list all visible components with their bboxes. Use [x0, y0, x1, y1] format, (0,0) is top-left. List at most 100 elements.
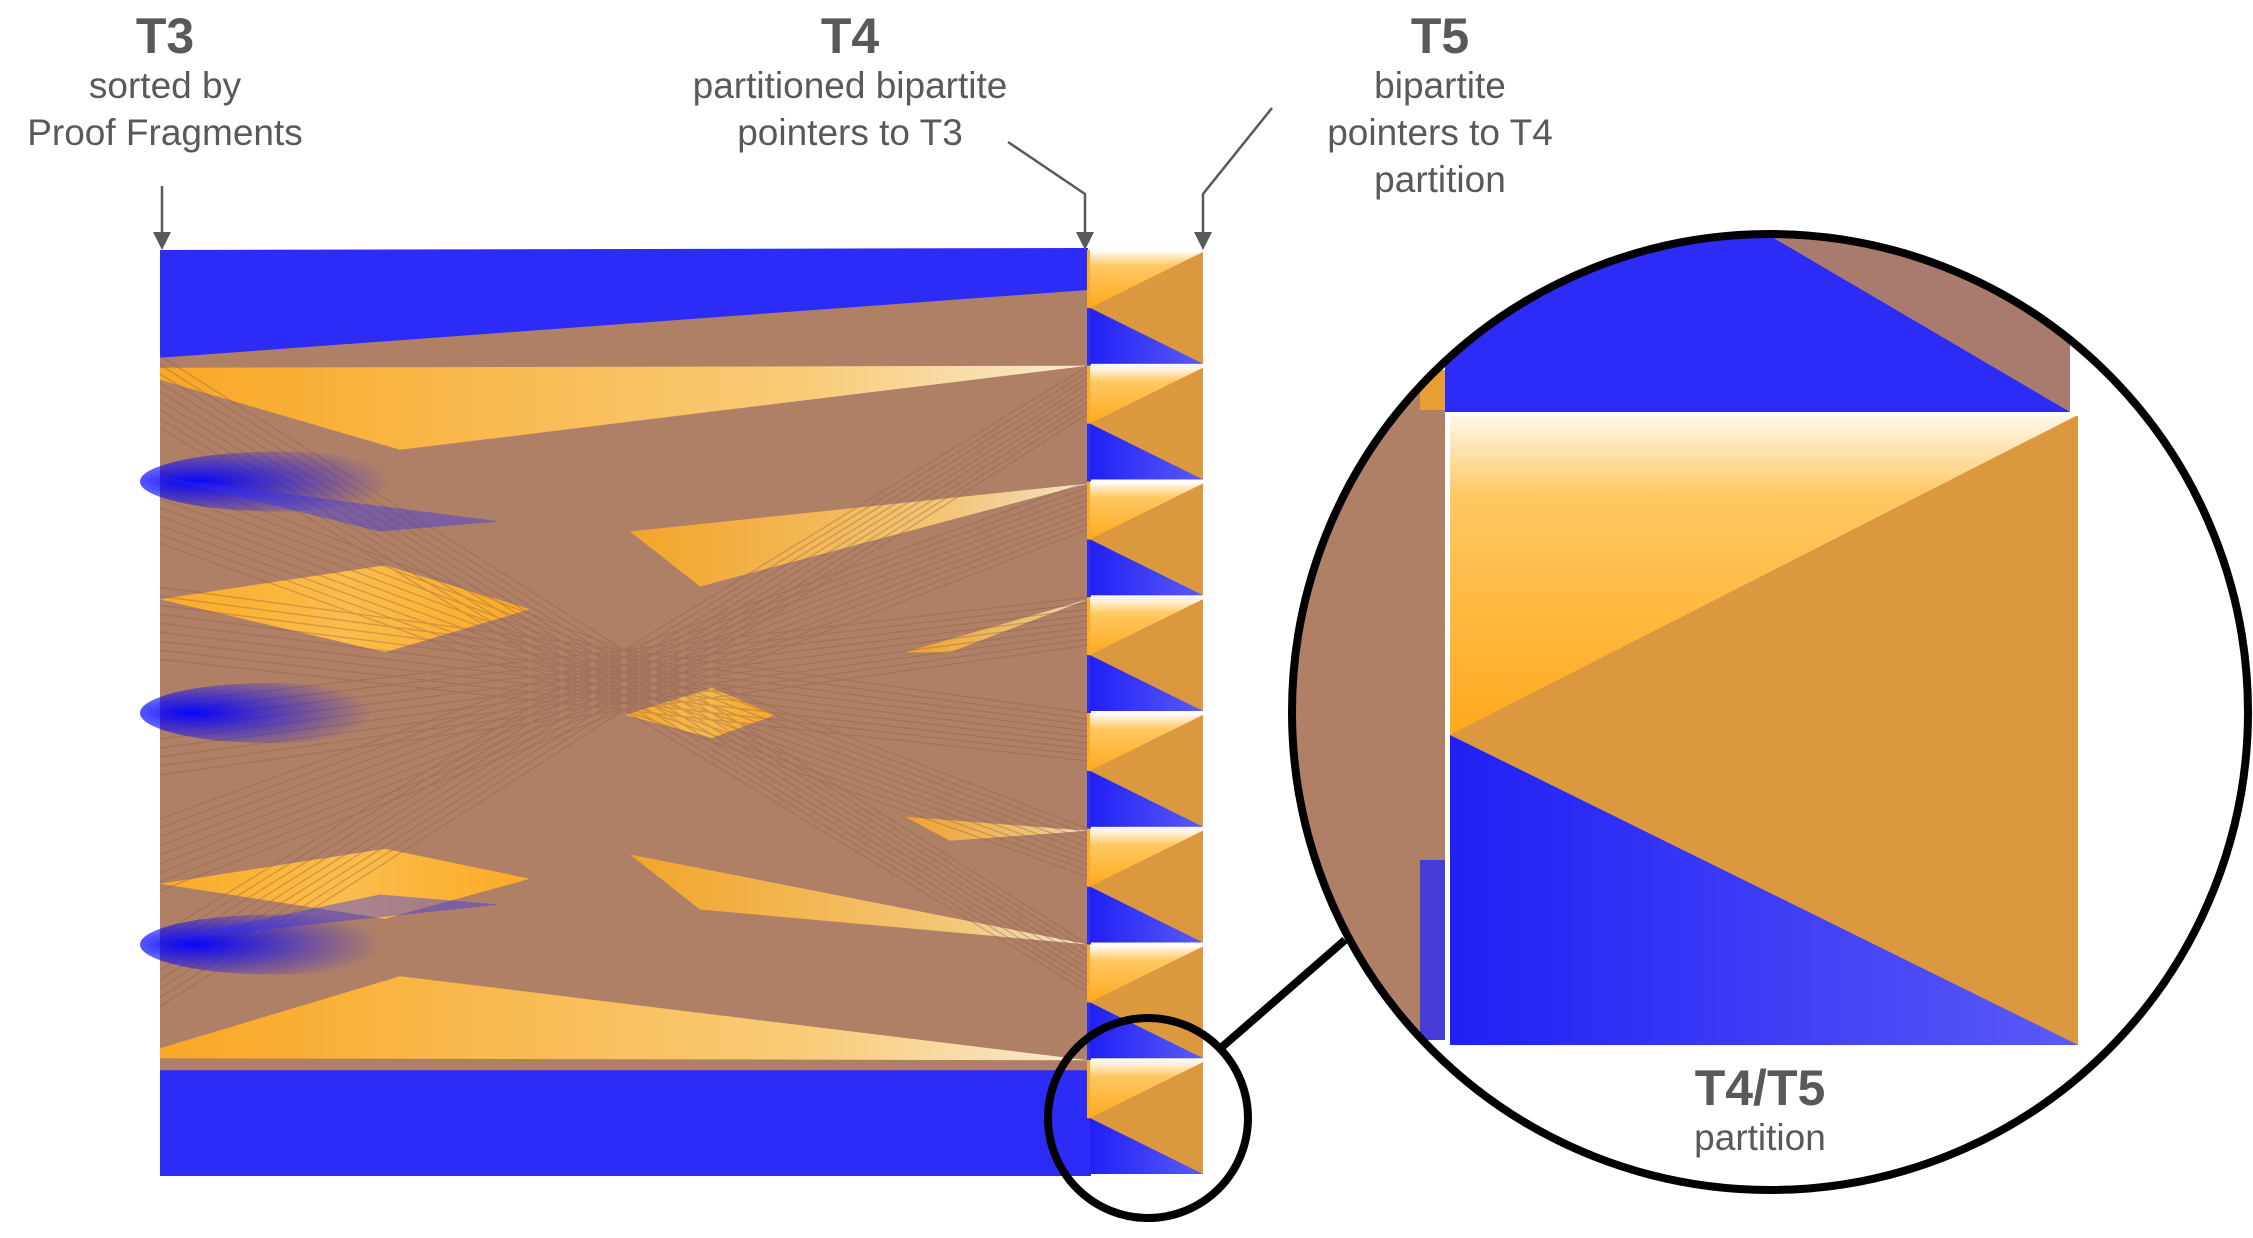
bottom-blue-band: [160, 1070, 1088, 1176]
t5-arrowhead: [1194, 232, 1212, 250]
t5-label: T5 bipartite pointers to T4 partition: [1280, 10, 1600, 203]
pointer-strand: [159, 644, 1089, 776]
t5-subtitle-line-1: bipartite: [1374, 65, 1506, 106]
t5-orange-cross: [1090, 252, 1203, 364]
pointer-strand: [159, 498, 1089, 847]
pointer-strand: [159, 640, 1089, 750]
zoom-subtitle: partition: [1694, 1117, 1826, 1158]
blue-fan-6: [160, 894, 500, 941]
t5-blue-fan: [1090, 423, 1203, 480]
t4-strip-top: [1087, 944, 1091, 1003]
t5-blue-fan: [1090, 1118, 1203, 1174]
t5-subtitle-line-3: partition: [1374, 159, 1506, 200]
orange-wedge-1: [160, 365, 1088, 450]
callout-connector: [1219, 936, 1348, 1051]
t5-orange-cross: [1090, 715, 1203, 827]
orange-diamond-2: [160, 848, 530, 919]
orange-wedge-3: [905, 599, 1088, 653]
top-blue-band: [160, 248, 1088, 358]
pointer-strand: [159, 377, 1089, 954]
t5-title: T5: [1410, 8, 1470, 64]
t5-blue-fan: [1090, 655, 1203, 711]
blue-convergence-3: [140, 914, 410, 975]
t4-label: T4 partitioned bipartite pointers to T3: [640, 10, 1060, 156]
t5-subtitle-line-2: pointers to T4: [1327, 112, 1553, 153]
pointer-strand: [159, 492, 1089, 838]
zoom-title: T4/T5: [1694, 1060, 1826, 1116]
t4-t5-partition-3: [1087, 481, 1203, 598]
t4-strip-bottom: [1087, 886, 1091, 945]
pointer-strand: [159, 395, 1089, 981]
pointer-strand: [159, 595, 1089, 720]
t5-orange-cross: [1090, 1062, 1203, 1174]
orange-wedge-7: [160, 976, 1088, 1061]
t5-blue-fan: [1090, 539, 1203, 596]
blue-convergence-2: [140, 683, 400, 743]
zoom-circle: [1288, 230, 2252, 1194]
t4-strip-top: [1087, 713, 1091, 771]
pointer-strand: [159, 427, 1089, 994]
t3-label: T3 sorted by Proof Fragments: [0, 10, 330, 156]
t4-subtitle-line-2: pointers to T3: [737, 112, 963, 153]
pointer-arrows: [153, 107, 1273, 250]
pointer-strand: [159, 488, 1089, 842]
t4-strip-bottom: [1087, 1118, 1091, 1176]
pointer-strand: [159, 515, 1089, 860]
zoom-orange-cross: [1450, 415, 2078, 1045]
t4-strip-bottom: [1087, 423, 1091, 482]
t4-t5-partition-1: [1087, 250, 1203, 366]
pointer-strand: [159, 401, 1089, 990]
pointer-strand: [159, 638, 1089, 767]
t4-strip-bottom: [1087, 1002, 1091, 1061]
pointer-strand: [159, 522, 1089, 883]
pointer-strand: [159, 528, 1089, 892]
pointer-strand: [159, 407, 1089, 999]
pointer-strand: [159, 504, 1089, 856]
pointer-strand: [159, 604, 1089, 726]
t4-strip-top: [1087, 597, 1091, 656]
t4-arrowhead: [1076, 232, 1094, 250]
zoom-partition-label: T4/T5 partition: [1610, 1062, 1910, 1161]
pointer-strand: [159, 413, 1089, 1008]
pointer-strand: [159, 389, 1089, 972]
pointer-strand: [159, 480, 1089, 820]
pointer-strand: [159, 497, 1089, 848]
pointer-strand: [159, 586, 1089, 714]
t5-blue-fan: [1090, 1002, 1203, 1059]
t4-strip-bottom: [1087, 770, 1091, 829]
magnify-source-circle: [1044, 1014, 1252, 1222]
t4-subtitle-line-1: partitioned bipartite: [692, 65, 1008, 106]
pointer-strand: [159, 533, 1089, 872]
t4-strip-bottom: [1087, 307, 1091, 366]
t4-t5-partition-8: [1087, 1060, 1203, 1176]
t5-orange-cross: [1090, 483, 1203, 596]
pointer-strand: [159, 516, 1089, 874]
t4-t5-partition-2: [1087, 365, 1203, 482]
t5-orange-cross: [1090, 599, 1203, 711]
t4-strip-bottom: [1087, 539, 1091, 598]
pointer-strand: [159, 524, 1089, 866]
pointer-strand: [159, 418, 1089, 988]
orange-diamond-1: [160, 565, 530, 653]
orange-diamond-3: [625, 688, 775, 738]
t5-blue-fan: [1090, 770, 1203, 827]
pointer-strand: [159, 470, 1089, 830]
t3-title: T3: [135, 8, 195, 64]
t4-strip-top: [1087, 365, 1091, 424]
t4-strip-top: [1087, 1060, 1091, 1119]
t4-t5-partition-7: [1087, 944, 1203, 1061]
t4-strip-bottom: [1087, 655, 1091, 713]
pointer-strand: [159, 365, 1089, 936]
t5-blue-fan: [1090, 886, 1203, 943]
pointer-strand: [159, 506, 1089, 854]
t4-t5-partition-4: [1087, 597, 1203, 713]
pointer-strand: [159, 486, 1089, 829]
t5-orange-cross: [1090, 830, 1203, 943]
t4-title: T4: [820, 8, 880, 64]
t5-orange-cross: [1090, 367, 1203, 480]
pointer-strand: [159, 658, 1089, 762]
t3-arrowhead: [153, 232, 171, 250]
zoom-t3-blue-tick: [1420, 860, 1445, 1040]
t3-subtitle-line-2: Proof Fragments: [27, 112, 303, 153]
